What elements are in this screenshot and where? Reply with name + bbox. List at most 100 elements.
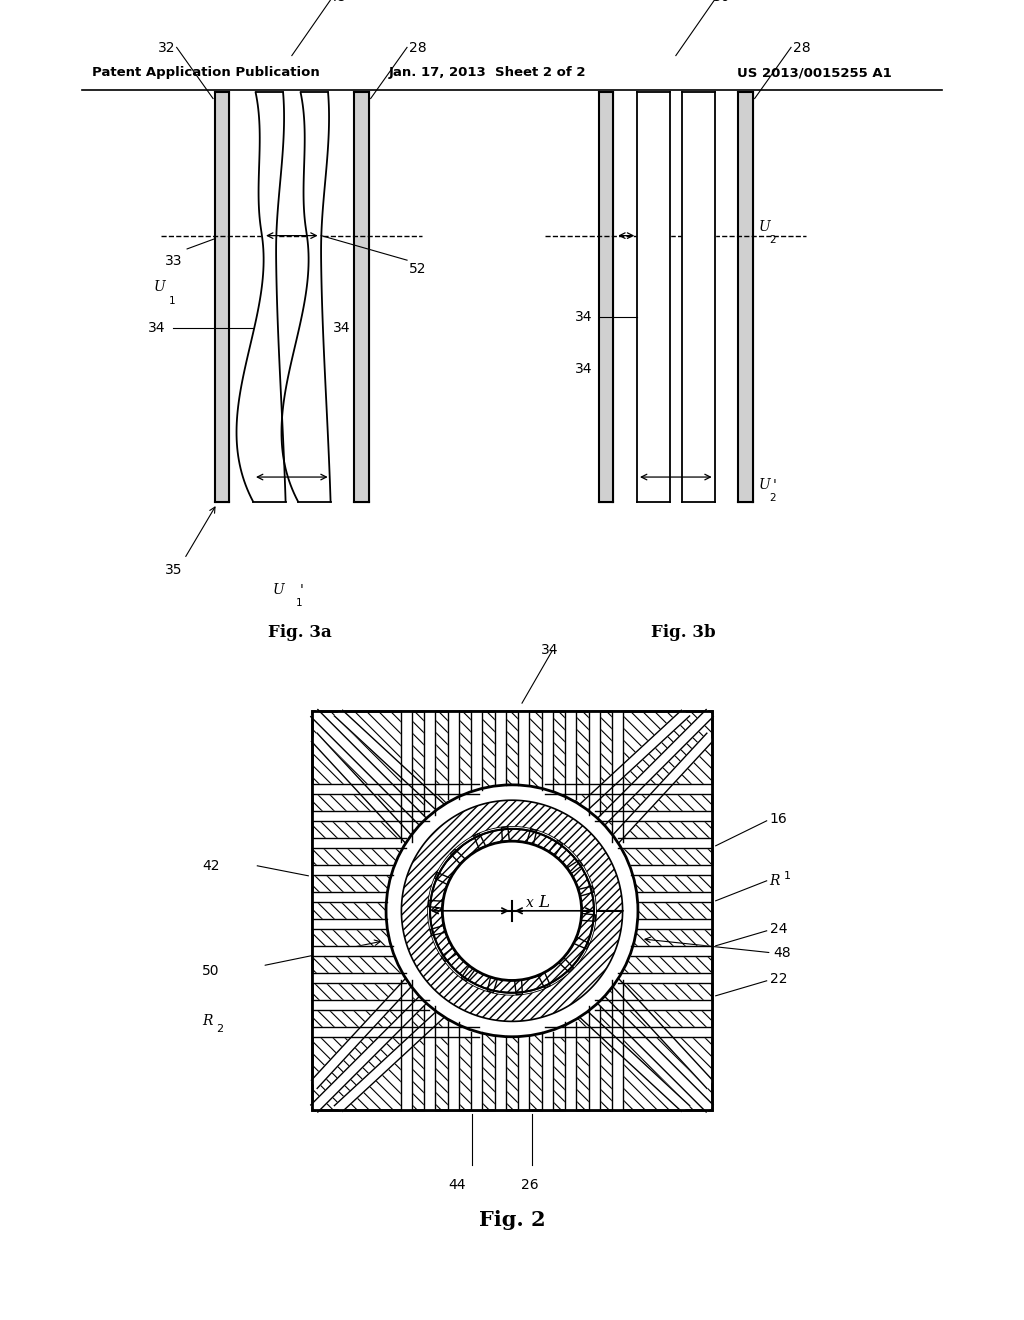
Text: 34: 34 <box>147 321 165 335</box>
Polygon shape <box>312 1001 429 1010</box>
Text: Jan. 17, 2013  Sheet 2 of 2: Jan. 17, 2013 Sheet 2 of 2 <box>389 66 587 79</box>
Polygon shape <box>430 925 445 936</box>
Text: L: L <box>538 894 549 911</box>
Polygon shape <box>441 948 457 961</box>
Text: x: x <box>526 896 534 909</box>
Polygon shape <box>539 973 550 989</box>
Polygon shape <box>495 1036 506 1110</box>
Text: Patent Application Publication: Patent Application Publication <box>92 66 319 79</box>
Polygon shape <box>549 841 563 855</box>
Polygon shape <box>618 838 712 849</box>
Polygon shape <box>312 838 406 849</box>
Polygon shape <box>312 812 429 821</box>
Polygon shape <box>612 733 713 843</box>
Polygon shape <box>312 946 393 957</box>
Polygon shape <box>311 997 426 1111</box>
Polygon shape <box>738 92 753 502</box>
Polygon shape <box>598 997 713 1111</box>
Polygon shape <box>215 92 229 502</box>
Polygon shape <box>526 829 537 845</box>
Polygon shape <box>567 861 583 874</box>
Text: Fig. 2: Fig. 2 <box>478 1210 546 1230</box>
Text: 44: 44 <box>449 1179 466 1192</box>
Polygon shape <box>354 92 369 502</box>
Polygon shape <box>312 784 479 795</box>
Polygon shape <box>253 92 286 502</box>
Polygon shape <box>425 1006 435 1110</box>
Text: US 2013/0015255 A1: US 2013/0015255 A1 <box>737 66 892 79</box>
Polygon shape <box>401 711 412 842</box>
Text: 48: 48 <box>774 946 792 960</box>
Polygon shape <box>474 833 485 849</box>
Circle shape <box>386 785 638 1036</box>
Polygon shape <box>545 784 712 795</box>
Text: ': ' <box>772 478 776 492</box>
Polygon shape <box>631 865 712 875</box>
Polygon shape <box>311 733 412 843</box>
Text: 2: 2 <box>769 235 775 244</box>
Polygon shape <box>598 710 713 825</box>
Polygon shape <box>582 913 596 921</box>
Polygon shape <box>612 979 623 1110</box>
Polygon shape <box>589 1006 599 1110</box>
Text: 1: 1 <box>296 598 302 607</box>
Text: R: R <box>203 1014 213 1028</box>
Text: R: R <box>770 874 780 888</box>
Polygon shape <box>637 892 712 903</box>
Polygon shape <box>311 978 412 1089</box>
Polygon shape <box>495 711 506 785</box>
Text: 32: 32 <box>158 41 175 55</box>
Text: 34: 34 <box>575 362 593 376</box>
Polygon shape <box>471 711 482 789</box>
Polygon shape <box>461 966 475 981</box>
Polygon shape <box>545 1027 712 1038</box>
Polygon shape <box>335 1011 444 1111</box>
Polygon shape <box>515 981 522 995</box>
Polygon shape <box>298 92 331 502</box>
Polygon shape <box>502 826 509 841</box>
Polygon shape <box>542 711 553 789</box>
Text: 28: 28 <box>409 41 426 55</box>
Text: 52: 52 <box>409 263 426 276</box>
Polygon shape <box>599 92 613 502</box>
Text: 50: 50 <box>713 0 730 4</box>
Text: 28: 28 <box>793 41 810 55</box>
Polygon shape <box>425 711 435 816</box>
Polygon shape <box>447 1022 459 1110</box>
Polygon shape <box>471 1032 482 1110</box>
Text: 48: 48 <box>329 0 346 4</box>
Circle shape <box>428 826 596 995</box>
Bar <box>312 711 712 1110</box>
Polygon shape <box>401 979 412 1110</box>
Polygon shape <box>312 973 406 983</box>
Polygon shape <box>518 1036 529 1110</box>
Polygon shape <box>487 977 498 993</box>
Text: 35: 35 <box>165 562 182 577</box>
Polygon shape <box>312 865 393 875</box>
Text: 2: 2 <box>769 492 775 503</box>
Polygon shape <box>312 892 387 903</box>
Polygon shape <box>682 92 715 502</box>
Text: Fig. 3b: Fig. 3b <box>651 624 716 642</box>
Bar <box>312 711 712 1110</box>
Polygon shape <box>312 1027 479 1038</box>
Text: 26: 26 <box>521 1179 539 1192</box>
Polygon shape <box>579 886 594 896</box>
Polygon shape <box>595 812 712 821</box>
Polygon shape <box>451 849 465 863</box>
Polygon shape <box>559 958 573 973</box>
Text: 33: 33 <box>165 253 182 268</box>
Text: ': ' <box>299 583 303 598</box>
Polygon shape <box>447 711 459 800</box>
Polygon shape <box>518 711 529 785</box>
Text: Fig. 3a: Fig. 3a <box>267 624 332 642</box>
Text: 34: 34 <box>333 321 350 335</box>
Text: 2: 2 <box>216 1024 223 1034</box>
Polygon shape <box>311 710 426 825</box>
Text: U: U <box>272 583 284 598</box>
Text: 16: 16 <box>770 812 787 826</box>
Polygon shape <box>428 900 442 908</box>
Polygon shape <box>580 1011 689 1111</box>
Polygon shape <box>335 710 444 810</box>
Text: 1: 1 <box>169 296 175 306</box>
